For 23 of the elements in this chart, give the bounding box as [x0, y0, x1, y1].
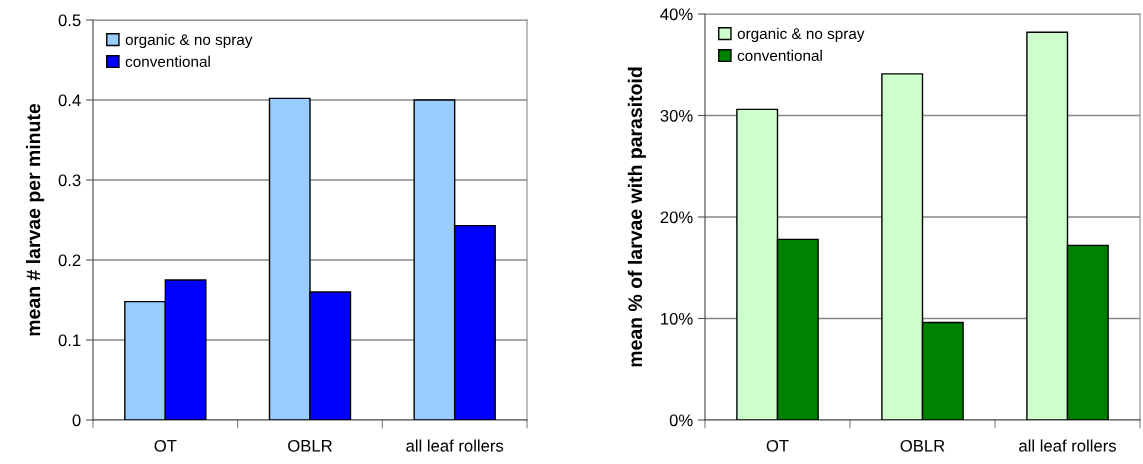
x-tick-label: OBLR	[900, 439, 945, 452]
legend-label: conventional	[737, 49, 822, 62]
x-tick-label: OBLR	[288, 439, 332, 452]
x-tick-label: all leaf rollers	[1019, 439, 1116, 452]
x-tick-label: all leaf rollers	[406, 439, 504, 452]
y-tick-label: 20%	[660, 211, 693, 224]
legend-label: organic & no spray	[737, 27, 865, 43]
y-tick-label: 0.3	[58, 174, 81, 187]
y-axis-title: mean # larvae per minute	[26, 103, 45, 336]
y-tick-label: 0.2	[58, 254, 81, 267]
legend-label: organic & no spray	[125, 33, 253, 49]
y-tick-label: 0.5	[58, 14, 81, 27]
y-axis-title: mean % of larvae with parasitoid	[627, 67, 646, 367]
x-tick-label: OT	[154, 439, 177, 452]
y-tick-label: 0	[72, 414, 81, 427]
y-tick-label: 30%	[660, 109, 693, 122]
legend-label: conventional	[125, 55, 210, 68]
y-tick-label: 10%	[661, 312, 693, 325]
y-tick-label: 0.1	[58, 334, 81, 347]
x-tick-label: OT	[766, 439, 789, 452]
y-tick-label: 0.4	[58, 94, 81, 107]
y-tick-label: 0%	[669, 414, 693, 427]
y-tick-label: 40%	[660, 8, 693, 21]
